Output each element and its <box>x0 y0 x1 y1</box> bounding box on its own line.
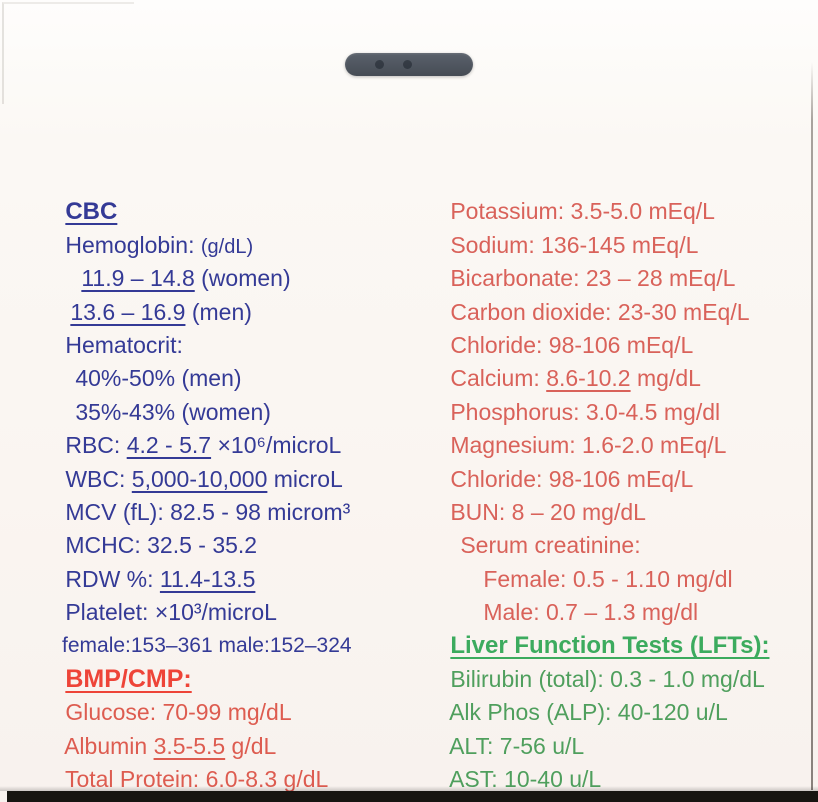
hemoglobin-men-row: 13.6 – 16.9 (men) <box>27 262 409 325</box>
alt-value: ALT: 7-56 u/L <box>449 732 585 759</box>
lft-heading: Liver Function Tests (LFTs): <box>450 632 770 660</box>
potassium-value: Potassium: 3.5-5.0 mEq/L <box>450 198 715 225</box>
rdw-row: RDW %: 11.4-13.5 <box>27 529 409 592</box>
total-protein-row: Total Protein: 6.0-8.3 g/dL <box>27 730 409 792</box>
glucose-row: Glucose: 70-99 mg/dL <box>27 663 409 725</box>
hematocrit-men-row: 40%-50% (men) <box>27 329 409 391</box>
albumin-label: Albumin <box>64 732 154 759</box>
calcium-row: Calcium: 8.6-10.2 mg/dL <box>412 329 812 391</box>
ast-row: AST: 10-40 u/L <box>412 730 812 792</box>
hemoglobin-unit: (g/dL) <box>200 235 254 258</box>
hemoglobin-women-row: 11.9 – 14.8 (women) <box>27 229 409 291</box>
bicarbonate-row: Bicarbonate: 23 – 28 mEq/L <box>412 229 812 291</box>
bun-row: BUN: 8 – 20 mg/dL <box>412 463 812 525</box>
rbc-range: 4.2 - 5.7 <box>126 432 212 459</box>
alt-row: ALT: 7-56 u/L <box>412 696 812 759</box>
creatinine-female-row: Female: 0.5 - 1.10 mg/dl <box>412 529 812 592</box>
potassium-row: Potassium: 3.5-5.0 mEq/L <box>412 162 812 224</box>
creatinine-female-value: Female: 0.5 - 1.10 mg/dl <box>483 565 733 592</box>
serum-creatinine-label: Serum creatinine: <box>460 532 641 559</box>
wbc-range: 5,000-10,000 <box>131 465 268 492</box>
sodium-value: Sodium: 136-145 mEq/L <box>450 231 699 258</box>
platelet-label: Platelet: ×10³/microL <box>65 599 277 626</box>
magnesium-value: Magnesium: 1.6-2.0 mEq/L <box>450 432 727 459</box>
mcv-value: MCV (fL): 82.5 - 98 microm³ <box>65 498 351 525</box>
platelet-ranges: female:153–361 male:152–324 <box>62 634 352 658</box>
phosphorus-value: Phosphorus: 3.0-4.5 mg/dl <box>450 398 721 425</box>
hemoglobin-men-range: 13.6 – 16.9 <box>70 298 186 325</box>
rbc-unit: ×10⁶/microL <box>211 432 342 459</box>
wbc-row: WBC: 5,000-10,000 microL <box>27 429 409 492</box>
lft-section-heading-row: Liver Function Tests (LFTs): <box>412 596 812 659</box>
magnesium-row: Magnesium: 1.6-2.0 mEq/L <box>412 396 812 458</box>
badge-slot-hole <box>345 53 473 76</box>
card-corner-edge <box>2 2 134 104</box>
hematocrit-label: Hematocrit: <box>65 331 183 358</box>
bmp-cmp-heading: BMP/CMP: <box>65 664 192 693</box>
bun-value: BUN: 8 – 20 mg/dL <box>450 498 646 525</box>
mchc-row: MCHC: 32.5 - 35.2 <box>27 496 409 558</box>
hemoglobin-row: Hemoglobin: (g/dL) <box>27 195 409 258</box>
rbc-label: RBC: <box>65 432 127 459</box>
alk-phos-value: Alk Phos (ALP): 40-120 u/L <box>449 699 728 726</box>
calcium-label: Calcium: <box>450 365 547 392</box>
calcium-range: 8.6-10.2 <box>546 365 631 392</box>
alk-phos-row: Alk Phos (ALP): 40-120 u/L <box>412 663 812 725</box>
left-column: CBC Hemoglobin: (g/dL) 11.9 – 14.8 (wome… <box>27 162 409 792</box>
badge-slot-dot <box>403 60 412 69</box>
chloride-row-2: Chloride: 98-106 mEq/L <box>412 429 812 492</box>
hemoglobin-women-suffix: (women) <box>194 265 291 292</box>
cbc-section-heading-row: CBC <box>27 162 409 225</box>
hematocrit-row: Hematocrit: <box>27 296 409 358</box>
wbc-unit: microL <box>267 465 343 492</box>
rdw-label: RDW %: <box>65 565 160 592</box>
hematocrit-men-range: 40%-50% (men) <box>75 365 242 392</box>
hemoglobin-label: Hemoglobin: <box>65 231 201 258</box>
ast-value: AST: 10-40 u/L <box>449 766 602 793</box>
glucose-value: Glucose: 70-99 mg/dL <box>65 699 292 726</box>
hemoglobin-men-suffix: (men) <box>185 298 252 325</box>
mchc-value: MCHC: 32.5 - 35.2 <box>65 532 258 559</box>
chloride-value-2: Chloride: 98-106 mEq/L <box>450 465 694 492</box>
chloride-value-1: Chloride: 98-106 mEq/L <box>450 331 694 358</box>
total-protein-value: Total Protein: 6.0-8.3 g/dL <box>64 766 329 793</box>
hematocrit-women-range: 35%-43% (women) <box>75 398 271 425</box>
card-bottom-edge <box>7 791 818 802</box>
card-bottom-shadow <box>0 786 818 791</box>
albumin-range: 3.5-5.5 <box>153 732 226 759</box>
rbc-row: RBC: 4.2 - 5.7 ×10⁶/microL <box>27 396 409 458</box>
card-right-edge <box>811 62 813 790</box>
mcv-row: MCV (fL): 82.5 - 98 microm³ <box>27 463 409 525</box>
sodium-row: Sodium: 136-145 mEq/L <box>412 195 812 258</box>
albumin-row: Albumin 3.5-5.5 g/dL <box>27 696 409 759</box>
creatinine-male-value: Male: 0.7 – 1.3 mg/dl <box>483 599 699 626</box>
platelet-ranges-row: female:153–361 male:152–324 <box>27 596 409 657</box>
calcium-unit: mg/dL <box>630 365 701 392</box>
wbc-label: WBC: <box>65 465 132 492</box>
hematocrit-women-row: 35%-43% (women) <box>27 362 409 425</box>
chloride-row-1: Chloride: 98-106 mEq/L <box>412 296 812 358</box>
bicarbonate-value: Bicarbonate: 23 – 28 mEq/L <box>450 265 736 292</box>
carbon-dioxide-row: Carbon dioxide: 23-30 mEq/L <box>412 262 812 325</box>
rdw-range: 11.4-13.5 <box>159 565 256 592</box>
bilirubin-value: Bilirubin (total): 0.3 - 1.0 mg/dL <box>450 665 765 692</box>
carbon-dioxide-value: Carbon dioxide: 23-30 mEq/L <box>450 298 750 325</box>
albumin-unit: g/dL <box>225 732 277 759</box>
hemoglobin-women-range: 11.9 – 14.8 <box>81 265 195 292</box>
cbc-heading: CBC <box>65 198 118 226</box>
bmp-section-heading-row: BMP/CMP: <box>27 629 409 693</box>
badge-slot-dot <box>375 60 384 69</box>
creatinine-male-row: Male: 0.7 – 1.3 mg/dl <box>412 563 812 625</box>
serum-creatinine-row: Serum creatinine: <box>412 496 812 558</box>
bilirubin-row: Bilirubin (total): 0.3 - 1.0 mg/dL <box>412 629 812 692</box>
right-column: Potassium: 3.5-5.0 mEq/L Sodium: 136-145… <box>412 162 812 792</box>
platelet-row: Platelet: ×10³/microL <box>27 563 409 625</box>
phosphorus-row: Phosphorus: 3.0-4.5 mg/dl <box>412 362 812 425</box>
